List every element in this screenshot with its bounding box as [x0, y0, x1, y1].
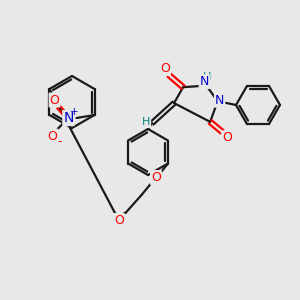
Text: N: N: [63, 111, 74, 125]
Text: H: H: [203, 72, 212, 82]
Text: O: O: [222, 131, 232, 144]
Text: N: N: [200, 75, 209, 88]
Text: O: O: [50, 94, 59, 106]
Text: N: N: [215, 94, 224, 107]
Text: H: H: [142, 117, 150, 127]
Text: O: O: [160, 62, 170, 75]
Text: O: O: [151, 171, 161, 184]
Text: +: +: [70, 107, 79, 117]
Text: -: -: [57, 136, 62, 148]
Text: O: O: [48, 130, 58, 142]
Text: O: O: [114, 214, 124, 227]
